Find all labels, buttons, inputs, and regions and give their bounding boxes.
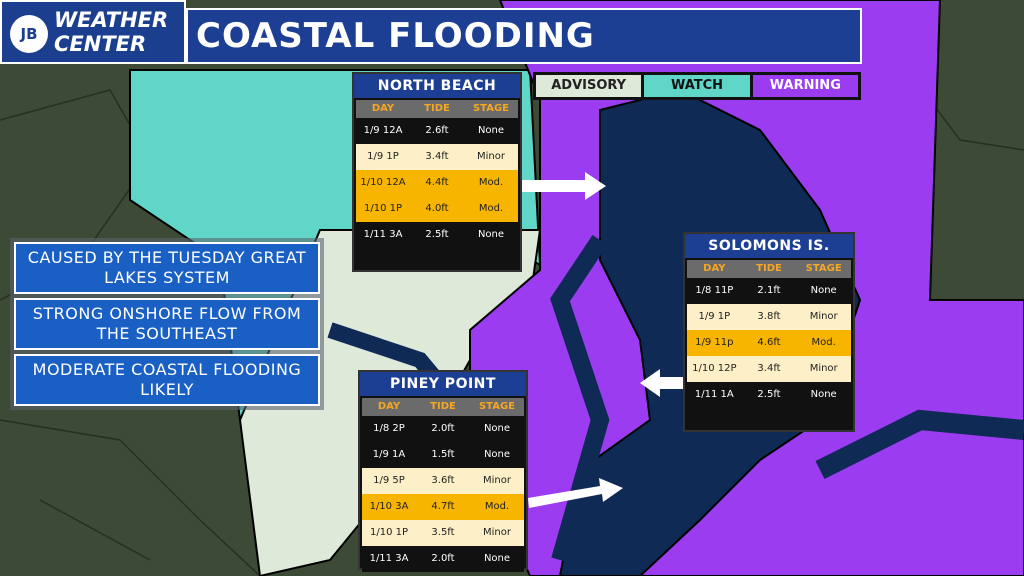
- header-row: DAY TIDE STAGE: [362, 398, 524, 416]
- column-header: STAGE: [472, 103, 510, 114]
- tide-table: PINEY POINT DAY TIDE STAGE 1/8 2P 2.0ft None 1/…: [358, 370, 528, 572]
- cell: 1/10 12A: [360, 177, 406, 188]
- cell: Mod.: [811, 337, 836, 348]
- table-title: NORTH BEACH: [354, 74, 520, 98]
- cell: 1/9 12A: [363, 125, 403, 136]
- column-header: DAY: [377, 401, 401, 412]
- table-row: 1/11 3A 2.5ft None: [356, 222, 518, 248]
- cell: 1.5ft: [431, 449, 455, 460]
- column-header: STAGE: [805, 263, 842, 274]
- cell: None: [477, 125, 505, 136]
- cell: Mod.: [478, 203, 504, 214]
- table-row: 1/8 11P 2.1ft None: [687, 278, 851, 304]
- cell: 1/9 11p: [695, 337, 734, 348]
- cell: 1/9 1P: [367, 151, 399, 162]
- cell: None: [483, 449, 511, 460]
- cell: 4.4ft: [425, 177, 449, 188]
- cell: 2.5ft: [757, 389, 781, 400]
- cell: None: [477, 229, 505, 240]
- table-row: 1/10 1P 4.0ft Mod.: [356, 196, 518, 222]
- table-row: 1/10 1P 3.5ft Minor: [362, 520, 524, 546]
- arrows: [522, 172, 684, 508]
- cell: 2.6ft: [425, 125, 449, 136]
- logo: JB WEATHER CENTER: [0, 0, 186, 64]
- cell: 1/9 1A: [372, 449, 406, 460]
- legend-item: ADVISORY: [536, 75, 642, 97]
- cell: None: [483, 553, 511, 564]
- note: CAUSED BY THE TUESDAY GREAT LAKES SYSTEM: [14, 242, 320, 294]
- cell: 3.4ft: [425, 151, 449, 162]
- cell: 4.7ft: [431, 501, 455, 512]
- cell: None: [483, 423, 511, 434]
- cell: Minor: [483, 527, 511, 538]
- table-row: 1/9 5P 3.6ft Minor: [362, 468, 524, 494]
- cell: 1/11 3A: [369, 553, 409, 564]
- table-row: 1/8 2P 2.0ft None: [362, 416, 524, 442]
- legend: ADVISORY WATCH WARNING: [533, 72, 861, 100]
- note: MODERATE COASTAL FLOODING LIKELY: [14, 354, 320, 406]
- notes: CAUSED BY THE TUESDAY GREAT LAKES SYSTEM…: [10, 238, 324, 410]
- table-row: 1/10 12A 4.4ft Mod.: [356, 170, 518, 196]
- cell: 1/10 12P: [692, 363, 737, 374]
- cell: Mod.: [484, 501, 510, 512]
- logo-bottom: CENTER: [54, 32, 147, 56]
- table-row: 1/11 1A 2.5ft None: [687, 382, 851, 408]
- cell: 1/10 3A: [369, 501, 409, 512]
- column-header: TIDE: [756, 263, 782, 274]
- cell: 1/11 1A: [694, 389, 734, 400]
- cell: 1/10 1P: [369, 527, 409, 538]
- column-header: STAGE: [478, 401, 516, 412]
- cell: Minor: [809, 363, 838, 374]
- cell: 3.4ft: [757, 363, 781, 374]
- cell: Mod.: [478, 177, 504, 188]
- header-row: DAY TIDE STAGE: [687, 260, 851, 278]
- cell: Minor: [477, 151, 505, 162]
- cell: 1/10 1P: [363, 203, 403, 214]
- note: STRONG ONSHORE FLOW FROM THE SOUTHEAST: [14, 298, 320, 350]
- table-row: 1/9 1P 3.8ft Minor: [687, 304, 851, 330]
- table-row: 1/10 12P 3.4ft Minor: [687, 356, 851, 382]
- cell: None: [810, 285, 837, 296]
- cell: 4.6ft: [757, 337, 781, 348]
- table-row: 1/10 3A 4.7ft Mod.: [362, 494, 524, 520]
- cell: 2.0ft: [431, 553, 455, 564]
- cell: 1/9 1P: [698, 311, 731, 322]
- table-row: 1/9 1A 1.5ft None: [362, 442, 524, 468]
- title: COASTAL FLOODING: [186, 8, 862, 64]
- table-row: 1/9 1P 3.4ft Minor: [356, 144, 518, 170]
- river: [815, 409, 1024, 479]
- cell: None: [810, 389, 837, 400]
- cell: 4.0ft: [425, 203, 449, 214]
- logo-badge: JB: [10, 15, 48, 53]
- column-header: DAY: [371, 103, 395, 114]
- table-row: 1/9 12A 2.6ft None: [356, 118, 518, 144]
- table-row: 1/11 3A 2.0ft None: [362, 546, 524, 572]
- cell: Minor: [809, 311, 838, 322]
- cell: 1/11 3A: [363, 229, 403, 240]
- cell: 3.6ft: [431, 475, 455, 486]
- column-header: TIDE: [424, 103, 450, 114]
- table-title: PINEY POINT: [360, 372, 526, 396]
- table-title: SOLOMONS IS.: [685, 234, 853, 258]
- cell: Minor: [483, 475, 511, 486]
- logo-top: WEATHER: [54, 8, 169, 32]
- column-header: TIDE: [430, 401, 456, 412]
- cell: 1/8 2P: [373, 423, 405, 434]
- cell: 3.8ft: [757, 311, 781, 322]
- tide-table: SOLOMONS IS. DAY TIDE STAGE 1/8 11P 2.1ft None…: [683, 232, 855, 432]
- header-row: DAY TIDE STAGE: [356, 100, 518, 118]
- column-header: DAY: [703, 263, 726, 274]
- cell: 2.0ft: [431, 423, 455, 434]
- cell: 1/8 11P: [695, 285, 734, 296]
- cell: 2.5ft: [425, 229, 449, 240]
- table-row: 1/9 11p 4.6ft Mod.: [687, 330, 851, 356]
- cell: 2.1ft: [757, 285, 781, 296]
- tide-table: NORTH BEACH DAY TIDE STAGE 1/9 12A 2.6ft None 1…: [352, 72, 522, 272]
- legend-item: WATCH: [644, 75, 750, 97]
- cell: 3.5ft: [431, 527, 455, 538]
- cell: 1/9 5P: [373, 475, 405, 486]
- legend-item: WARNING: [752, 75, 858, 97]
